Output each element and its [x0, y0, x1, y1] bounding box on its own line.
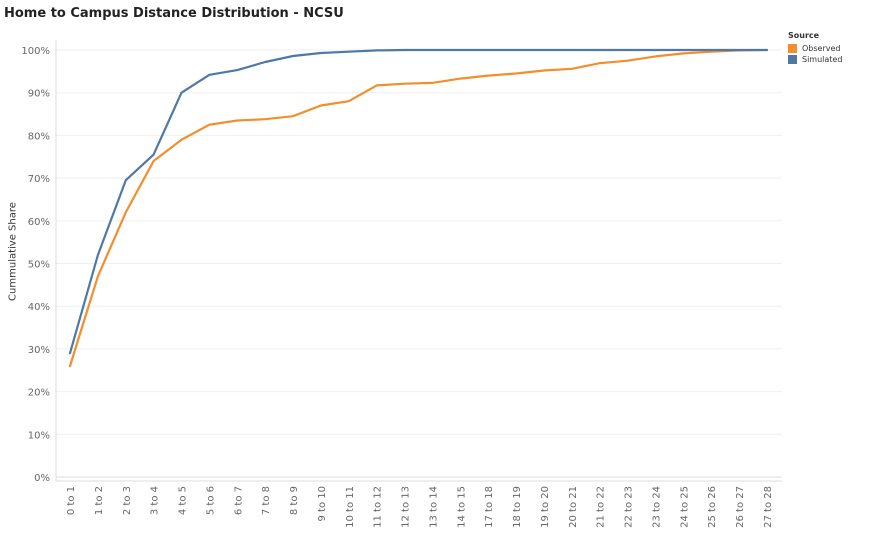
- y-tick-label: 0%: [34, 473, 50, 484]
- x-tick-label: 12 to 13: [401, 486, 412, 528]
- x-tick-label: 9 to 10: [317, 486, 328, 521]
- legend-title: Source: [788, 31, 820, 40]
- y-tick-label: 40%: [28, 302, 50, 313]
- y-tick-label: 100%: [21, 46, 50, 57]
- series-line-simulated[interactable]: [68, 48, 769, 355]
- x-tick-label: 26 to 27: [735, 486, 746, 528]
- chart-title: Home to Campus Distance Distribution - N…: [4, 6, 344, 21]
- x-tick-label: 21 to 22: [596, 486, 607, 528]
- x-tick-label: 13 to 14: [428, 486, 439, 528]
- legend-label-observed: Observed: [802, 44, 841, 53]
- legend-item-observed[interactable]: Observed: [788, 43, 842, 54]
- y-tick-label: 60%: [28, 217, 50, 228]
- x-tick-label: 0 to 1: [66, 486, 77, 515]
- legend-label-simulated: Simulated: [802, 55, 843, 64]
- x-tick-label: 19 to 20: [540, 486, 551, 528]
- x-tick-label: 24 to 25: [679, 486, 690, 528]
- legend[interactable]: Source Observed Simulated: [788, 31, 842, 65]
- x-tick-label: 3 to 4: [150, 486, 161, 515]
- x-tick-label: 18 to 19: [512, 486, 523, 528]
- x-tick-label: 1 to 2: [94, 486, 105, 515]
- x-tick-label: 20 to 21: [568, 486, 579, 528]
- x-tick-label: 11 to 12: [373, 486, 384, 528]
- x-tick-label: 25 to 26: [707, 486, 718, 528]
- y-tick-label: 30%: [28, 345, 50, 356]
- legend-item-simulated[interactable]: Simulated: [788, 54, 842, 65]
- y-tick-label: 20%: [28, 388, 50, 399]
- x-tick-label: 17 to 18: [484, 486, 495, 528]
- x-tick-label: 5 to 6: [205, 486, 216, 515]
- x-tick-label: 27 to 28: [763, 486, 774, 528]
- y-tick-label: 90%: [28, 89, 50, 100]
- legend-swatch-simulated: [788, 55, 797, 64]
- x-tick-label: 22 to 23: [624, 486, 635, 528]
- y-tick-label: 70%: [28, 174, 50, 185]
- x-tick-label: 8 to 9: [289, 486, 300, 515]
- x-tick-label: 23 to 24: [651, 486, 662, 528]
- x-tick-label: 4 to 5: [178, 486, 189, 515]
- series-line-observed[interactable]: [68, 48, 769, 368]
- x-tick-label: 2 to 3: [122, 486, 133, 515]
- legend-swatch-observed: [788, 44, 797, 53]
- y-tick-label: 50%: [28, 260, 50, 271]
- y-tick-label: 10%: [28, 430, 50, 441]
- x-tick-label: 10 to 11: [345, 486, 356, 528]
- x-tick-label: 14 to 15: [456, 486, 467, 528]
- y-tick-label: 80%: [28, 131, 50, 142]
- x-tick-label: 7 to 8: [261, 486, 272, 515]
- x-tick-label: 6 to 7: [233, 486, 244, 515]
